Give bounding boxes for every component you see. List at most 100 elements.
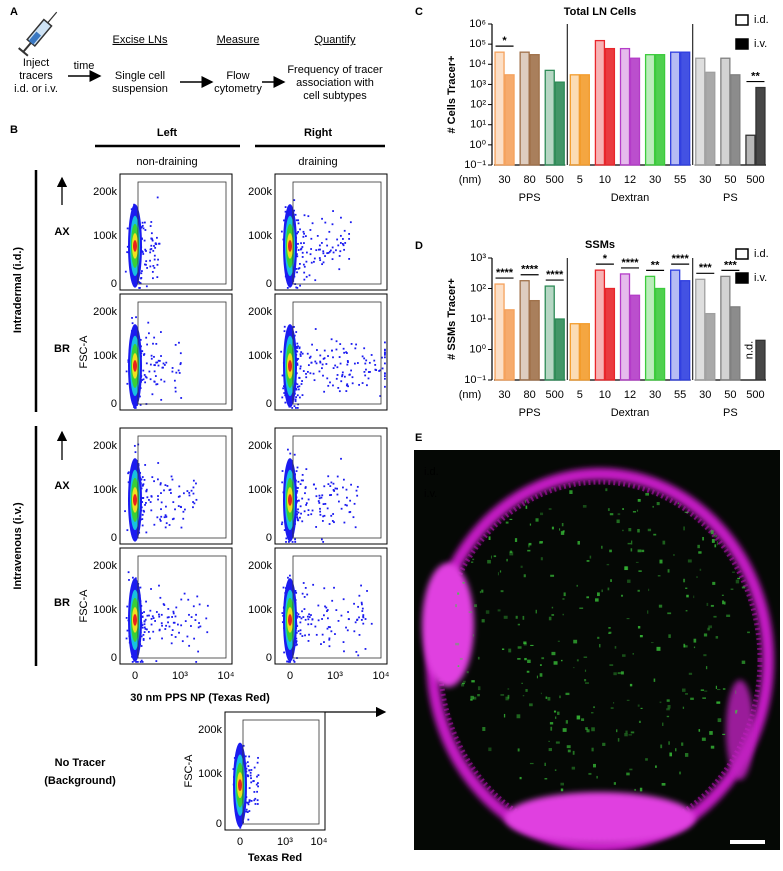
- speckle: [457, 665, 460, 667]
- speckle: [558, 695, 561, 699]
- bar: [579, 74, 590, 166]
- flow-event: [295, 637, 298, 640]
- speckle: [627, 579, 631, 583]
- speckle: [698, 729, 701, 732]
- flow-event: [342, 478, 345, 481]
- speckle: [709, 731, 713, 735]
- speckle: [461, 683, 465, 687]
- flow-event: [344, 503, 347, 506]
- flow-event: [345, 488, 348, 491]
- flow-event: [314, 328, 317, 330]
- flow-event: [297, 613, 300, 616]
- flow-event: [351, 382, 354, 385]
- flow-event: [184, 620, 187, 623]
- flow-event: [127, 472, 130, 475]
- flow-event: [162, 366, 164, 369]
- flow-event: [179, 505, 182, 508]
- flow-event: [321, 494, 324, 497]
- flow-event: [296, 350, 299, 353]
- speckle: [683, 578, 686, 583]
- flow-event: [307, 514, 310, 516]
- flow-event: [143, 374, 146, 376]
- column-title: Left: [157, 127, 178, 139]
- flow-event: [126, 382, 129, 385]
- speckle: [629, 768, 633, 771]
- x-tick-label: 500: [746, 174, 764, 186]
- flow-event: [361, 603, 363, 606]
- flow-event: [323, 514, 326, 517]
- chart-title: Total LN Cells: [564, 6, 637, 18]
- flow-event: [166, 485, 169, 487]
- speckle: [539, 664, 542, 666]
- flow-event: [314, 279, 317, 282]
- speckle: [522, 695, 525, 697]
- bar: [629, 57, 641, 166]
- speckle: [737, 577, 741, 580]
- speckle: [639, 635, 643, 638]
- speckle: [735, 709, 738, 712]
- flow-event: [327, 475, 330, 478]
- speckle: [520, 565, 523, 568]
- step-detail: Single cell: [115, 70, 165, 82]
- flow-event: [327, 252, 330, 254]
- speckle: [517, 646, 522, 649]
- speckle: [539, 541, 543, 544]
- flow-event: [140, 659, 143, 662]
- panel-label: B: [10, 124, 18, 136]
- route-label: Intravenous (i.v.): [12, 502, 24, 590]
- bar: [730, 74, 741, 166]
- speckle: [497, 609, 501, 612]
- flow-event: [304, 618, 307, 621]
- gate: [137, 301, 227, 405]
- flow-event: [139, 395, 141, 398]
- flow-event: [162, 362, 165, 365]
- speckle: [699, 568, 702, 571]
- flow-event: [150, 357, 153, 360]
- speckle: [583, 656, 588, 659]
- flow-event: [173, 621, 176, 624]
- x-tick-label: 80: [524, 389, 536, 401]
- bar: [529, 54, 540, 166]
- speckle: [509, 551, 514, 556]
- speckle: [702, 697, 706, 699]
- flow-event: [196, 595, 199, 598]
- group-label: PPS: [519, 407, 541, 419]
- speckle: [497, 572, 499, 576]
- speckle: [608, 626, 611, 629]
- x-tick-label: 30: [649, 389, 661, 401]
- y-tick-label: 0: [266, 278, 272, 290]
- density-core: [288, 360, 292, 372]
- flow-event: [141, 518, 144, 521]
- flow-event: [335, 377, 338, 380]
- gate: [292, 555, 382, 659]
- flow-event: [312, 372, 315, 375]
- flow-event: [178, 631, 180, 634]
- flow-event: [301, 473, 304, 476]
- speckle: [544, 778, 548, 780]
- flow-event: [313, 379, 316, 382]
- flow-event: [315, 526, 318, 528]
- flow-event: [326, 377, 329, 380]
- speckle: [638, 720, 641, 724]
- micrograph: [414, 450, 780, 850]
- speckle: [527, 549, 531, 552]
- group-label: PS: [723, 192, 738, 204]
- flow-event: [254, 797, 257, 800]
- flow-event: [172, 612, 175, 615]
- flow-event: [358, 594, 361, 597]
- bar: [544, 69, 555, 166]
- density-core: [133, 494, 137, 506]
- y-tick-label: 200k: [248, 440, 272, 452]
- speckle: [685, 693, 688, 695]
- flow-event: [349, 221, 352, 224]
- flow-event: [319, 513, 322, 516]
- speckle: [592, 763, 597, 768]
- x-tick-label: 500: [546, 389, 564, 401]
- step-title: Excise LNs: [112, 34, 168, 46]
- speckle: [661, 783, 666, 786]
- speckle: [553, 661, 558, 665]
- flow-event: [299, 367, 302, 370]
- x-tick-label: 50: [724, 389, 736, 401]
- speckle: [712, 581, 716, 585]
- speckle: [471, 680, 475, 683]
